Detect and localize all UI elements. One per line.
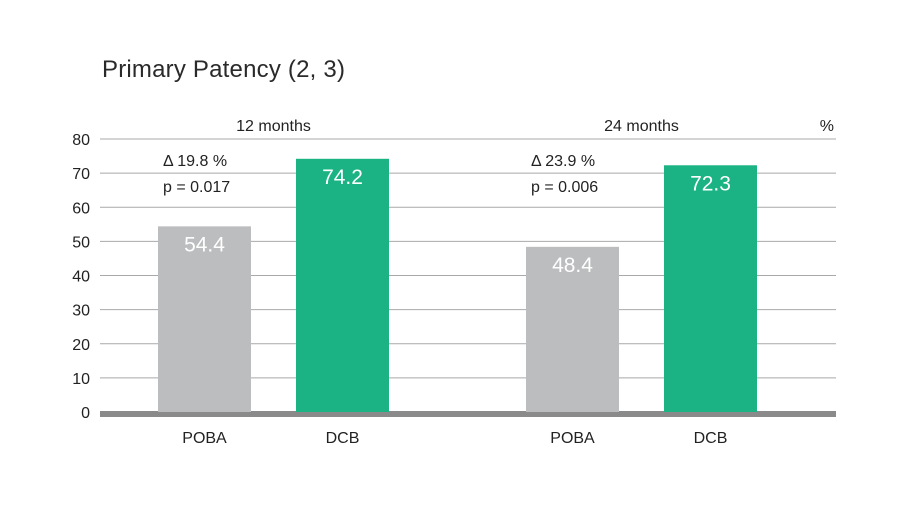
bar-poba	[526, 246, 619, 412]
bar-value-label: 72.3	[690, 172, 731, 195]
group-label: 12 months	[236, 118, 311, 135]
delta-annotation: Δ 19.8 %	[163, 153, 227, 170]
y-axis: 0 10 20 30 40 50 60 70 80	[72, 132, 836, 422]
x-axis-baseline	[100, 411, 836, 417]
bar-dcb	[296, 158, 389, 412]
bar-value-label: 54.4	[184, 233, 225, 256]
x-category-label: POBA	[182, 430, 227, 447]
x-category-label: DCB	[694, 430, 728, 447]
bar-value-label: 74.2	[322, 166, 363, 189]
y-tick-label: 60	[72, 200, 90, 217]
bar-value-label: 48.4	[552, 254, 593, 277]
bars	[158, 158, 757, 412]
y-tick-label: 20	[72, 337, 90, 354]
labels: % 12 months Δ 19.8 % p = 0.017 54.4 POBA 74.2 D…	[163, 118, 834, 447]
y-tick-label: 80	[72, 132, 90, 149]
chart-title: Primary Patency (2, 3)	[102, 56, 346, 83]
y-tick-label: 0	[81, 405, 90, 422]
p-value-annotation: p = 0.006	[531, 179, 598, 196]
bar-poba	[158, 226, 251, 412]
x-category-label: POBA	[550, 430, 595, 447]
delta-annotation: Δ 23.9 %	[531, 153, 595, 170]
group-label: 24 months	[604, 118, 679, 135]
y-tick-label: 30	[72, 303, 90, 320]
y-tick-label: 10	[72, 371, 90, 388]
bar-dcb	[664, 165, 757, 412]
unit-label: %	[820, 118, 834, 135]
y-tick-label: 70	[72, 166, 90, 183]
p-value-annotation: p = 0.017	[163, 179, 230, 196]
y-tick-label: 40	[72, 269, 90, 286]
x-category-label: DCB	[326, 430, 360, 447]
y-tick-label: 50	[72, 234, 90, 251]
